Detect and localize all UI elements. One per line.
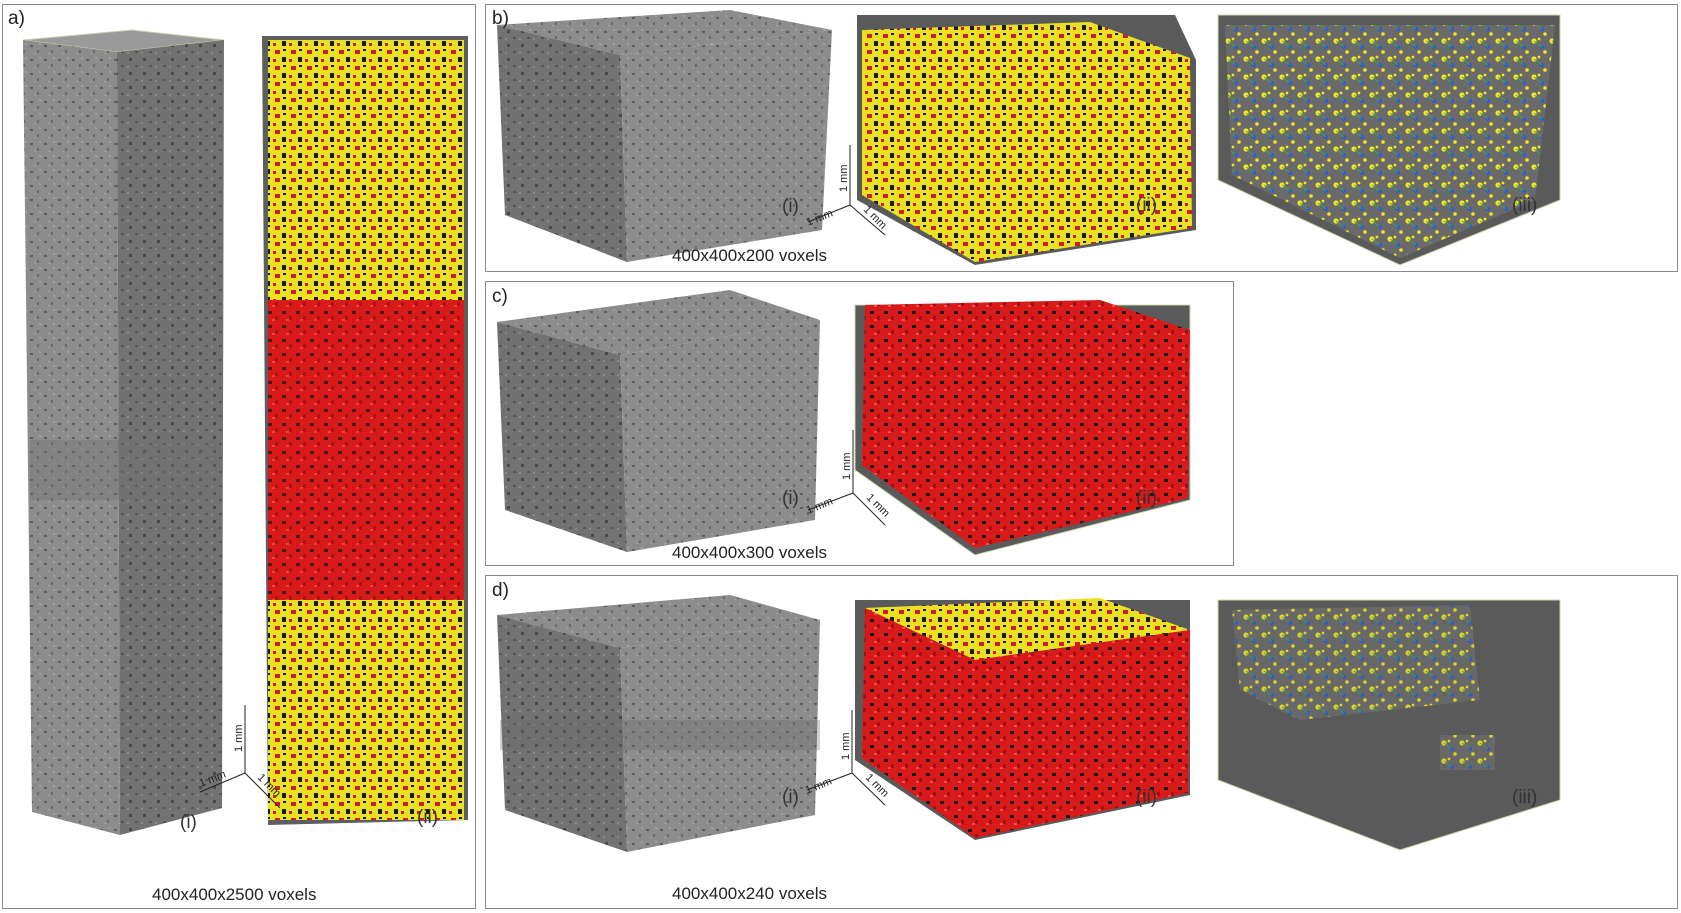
panel-b xyxy=(485,4,1678,272)
panel-b-sub-iii: (iii) xyxy=(1512,195,1538,216)
panel-a-column-ii xyxy=(262,36,468,825)
panel-b-sub-ii: (ii) xyxy=(1136,195,1158,216)
panel-b-block-iii xyxy=(1217,14,1561,266)
panel-d-label: d) xyxy=(492,580,509,601)
panel-c-sub-ii: (ii) xyxy=(1136,488,1158,509)
panel-b-block-i xyxy=(497,10,832,262)
panel-d xyxy=(485,575,1678,909)
panel-a-caption: 400x400x2500 voxels xyxy=(152,885,317,904)
panel-b-sub-i: (i) xyxy=(782,196,799,217)
panel-c-label: c) xyxy=(492,286,508,307)
scale-c-label-y: 1 mm xyxy=(864,492,892,520)
panel-d-block-iii xyxy=(1217,599,1561,851)
panel-d-block-ii xyxy=(855,598,1190,840)
scale-c-label-v: 1 mm xyxy=(841,453,853,481)
panel-d-sub-iii: (iii) xyxy=(1512,787,1538,808)
panel-b-block-ii xyxy=(857,15,1196,265)
panel-a-label: a) xyxy=(8,8,25,29)
panel-c-block-ii xyxy=(854,300,1191,556)
panel-b-caption: 400x400x200 voxels xyxy=(672,246,828,265)
scale-b-label-v: 1 mm xyxy=(838,165,850,193)
scale-a-label-v: 1 mm xyxy=(233,725,245,753)
panel-d-sub-i: (i) xyxy=(782,787,799,808)
panel-a-sub-ii: (ii) xyxy=(417,807,439,828)
panel-a-sub-i: (i) xyxy=(180,812,197,833)
panel-a xyxy=(2,4,476,909)
panel-d-sub-ii: (ii) xyxy=(1136,787,1158,808)
scale-d-label-v: 1 mm xyxy=(840,733,852,761)
panel-c-caption: 400x400x300 voxels xyxy=(672,543,828,562)
panel-a-column-i xyxy=(22,29,225,835)
panel-c xyxy=(485,281,1234,566)
panel-c-block-i xyxy=(497,290,820,552)
panel-d-caption: 400x400x240 voxels xyxy=(672,884,828,903)
panel-c-sub-i: (i) xyxy=(782,488,799,509)
panel-b-label: b) xyxy=(492,8,509,29)
panel-d-block-i xyxy=(497,595,820,852)
